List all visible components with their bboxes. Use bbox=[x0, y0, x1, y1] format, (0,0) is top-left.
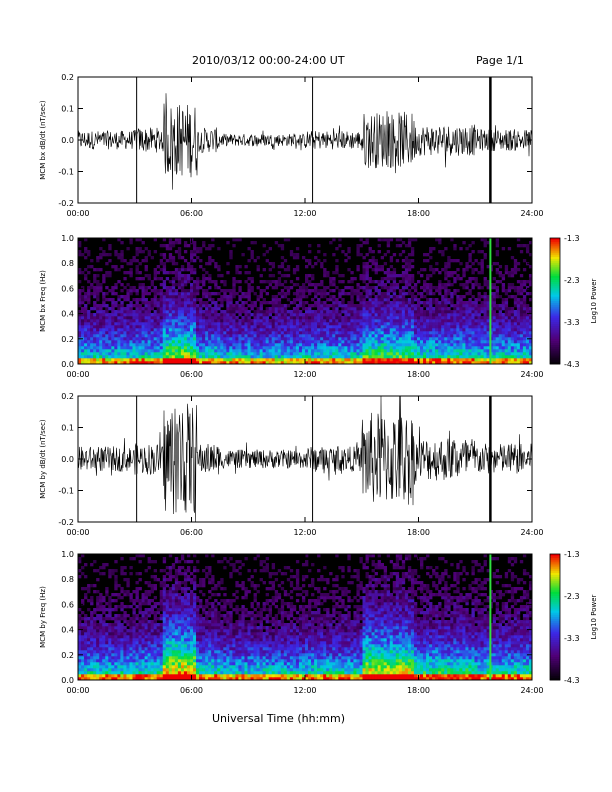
x-tick-label-2-4: 24:00 bbox=[520, 528, 543, 537]
y-tick-label-1-5: 0.0 bbox=[61, 360, 74, 369]
y-axis-label-0: MCM bx dB/dt (nT/sec) bbox=[39, 100, 47, 180]
x-tick-label-3-0: 00:00 bbox=[66, 686, 89, 695]
y-tick-label-3-3: 0.4 bbox=[61, 626, 74, 635]
colorbar-3 bbox=[549, 553, 561, 681]
x-tick-label-2-2: 12:00 bbox=[293, 528, 316, 537]
colorbar-1 bbox=[549, 237, 561, 365]
y-tick-label-0-0: 0.2 bbox=[61, 73, 74, 82]
y-tick-label-1-0: 1.0 bbox=[61, 234, 74, 243]
x-tick-label-1-0: 00:00 bbox=[66, 370, 89, 379]
x-tick-label-0-3: 18:00 bbox=[407, 209, 430, 218]
y-tick-label-2-1: 0.1 bbox=[61, 424, 74, 433]
colorbar-tick-3-0: -1.3 bbox=[564, 550, 580, 559]
y-axis-label-2: MCM by dB/dt (nT/sec) bbox=[39, 419, 47, 499]
spectrogram-3 bbox=[78, 554, 533, 681]
page-number: Page 1/1 bbox=[476, 54, 524, 67]
x-tick-label-2-0: 00:00 bbox=[66, 528, 89, 537]
colorbar-tick-1-1: -2.3 bbox=[564, 276, 580, 285]
y-tick-label-2-0: 0.2 bbox=[61, 392, 74, 401]
waveform-0 bbox=[77, 93, 533, 190]
x-tick-label-3-1: 06:00 bbox=[180, 686, 203, 695]
y-tick-label-3-2: 0.6 bbox=[61, 600, 74, 609]
colorbar-tick-3-3: -4.3 bbox=[564, 676, 580, 685]
x-tick-label-3-2: 12:00 bbox=[293, 686, 316, 695]
x-tick-label-1-4: 24:00 bbox=[520, 370, 543, 379]
x-tick-label-1-1: 06:00 bbox=[180, 370, 203, 379]
x-tick-label-0-2: 12:00 bbox=[293, 209, 316, 218]
y-axis-label-3: MCM by Freq (Hz) bbox=[39, 586, 47, 648]
x-axis-label: Universal Time (hh:mm) bbox=[212, 712, 345, 725]
page-title: 2010/03/12 00:00-24:00 UT bbox=[192, 54, 345, 67]
x-tick-label-3-3: 18:00 bbox=[407, 686, 430, 695]
x-tick-label-0-1: 06:00 bbox=[180, 209, 203, 218]
colorbar-tick-1-0: -1.3 bbox=[564, 234, 580, 243]
x-tick-label-2-3: 18:00 bbox=[407, 528, 430, 537]
x-tick-label-2-1: 06:00 bbox=[180, 528, 203, 537]
spectrogram-1 bbox=[78, 238, 533, 365]
y-tick-label-2-3: -0.1 bbox=[58, 487, 74, 496]
y-tick-label-0-4: -0.2 bbox=[58, 199, 74, 208]
y-tick-label-3-1: 0.8 bbox=[61, 575, 74, 584]
colorbar-tick-1-3: -4.3 bbox=[564, 360, 580, 369]
y-tick-label-3-5: 0.0 bbox=[61, 676, 74, 685]
y-tick-label-1-1: 0.8 bbox=[61, 259, 74, 268]
y-tick-label-3-0: 1.0 bbox=[61, 550, 74, 559]
x-tick-label-3-4: 24:00 bbox=[520, 686, 543, 695]
colorbar-label-1: Log10 Power bbox=[590, 278, 598, 323]
y-tick-label-1-3: 0.4 bbox=[61, 310, 74, 319]
colorbar-tick-3-2: -3.3 bbox=[564, 634, 580, 643]
y-tick-label-2-4: -0.2 bbox=[58, 518, 74, 527]
y-tick-label-2-2: 0.0 bbox=[61, 455, 74, 464]
waveform-2 bbox=[77, 395, 533, 523]
y-tick-label-0-2: 0.0 bbox=[61, 136, 74, 145]
y-tick-label-0-3: -0.1 bbox=[58, 168, 74, 177]
x-tick-label-1-3: 18:00 bbox=[407, 370, 430, 379]
y-tick-label-0-1: 0.1 bbox=[61, 105, 74, 114]
colorbar-tick-1-2: -3.3 bbox=[564, 318, 580, 327]
x-tick-label-0-0: 00:00 bbox=[66, 209, 89, 218]
colorbar-label-3: Log10 Power bbox=[590, 594, 598, 639]
x-tick-label-1-2: 12:00 bbox=[293, 370, 316, 379]
y-tick-label-1-4: 0.2 bbox=[61, 335, 74, 344]
x-tick-label-0-4: 24:00 bbox=[520, 209, 543, 218]
y-tick-label-1-2: 0.6 bbox=[61, 284, 74, 293]
y-axis-label-1: MCM bx Freq (Hz) bbox=[39, 270, 47, 332]
colorbar-tick-3-1: -2.3 bbox=[564, 592, 580, 601]
y-tick-label-3-4: 0.2 bbox=[61, 651, 74, 660]
